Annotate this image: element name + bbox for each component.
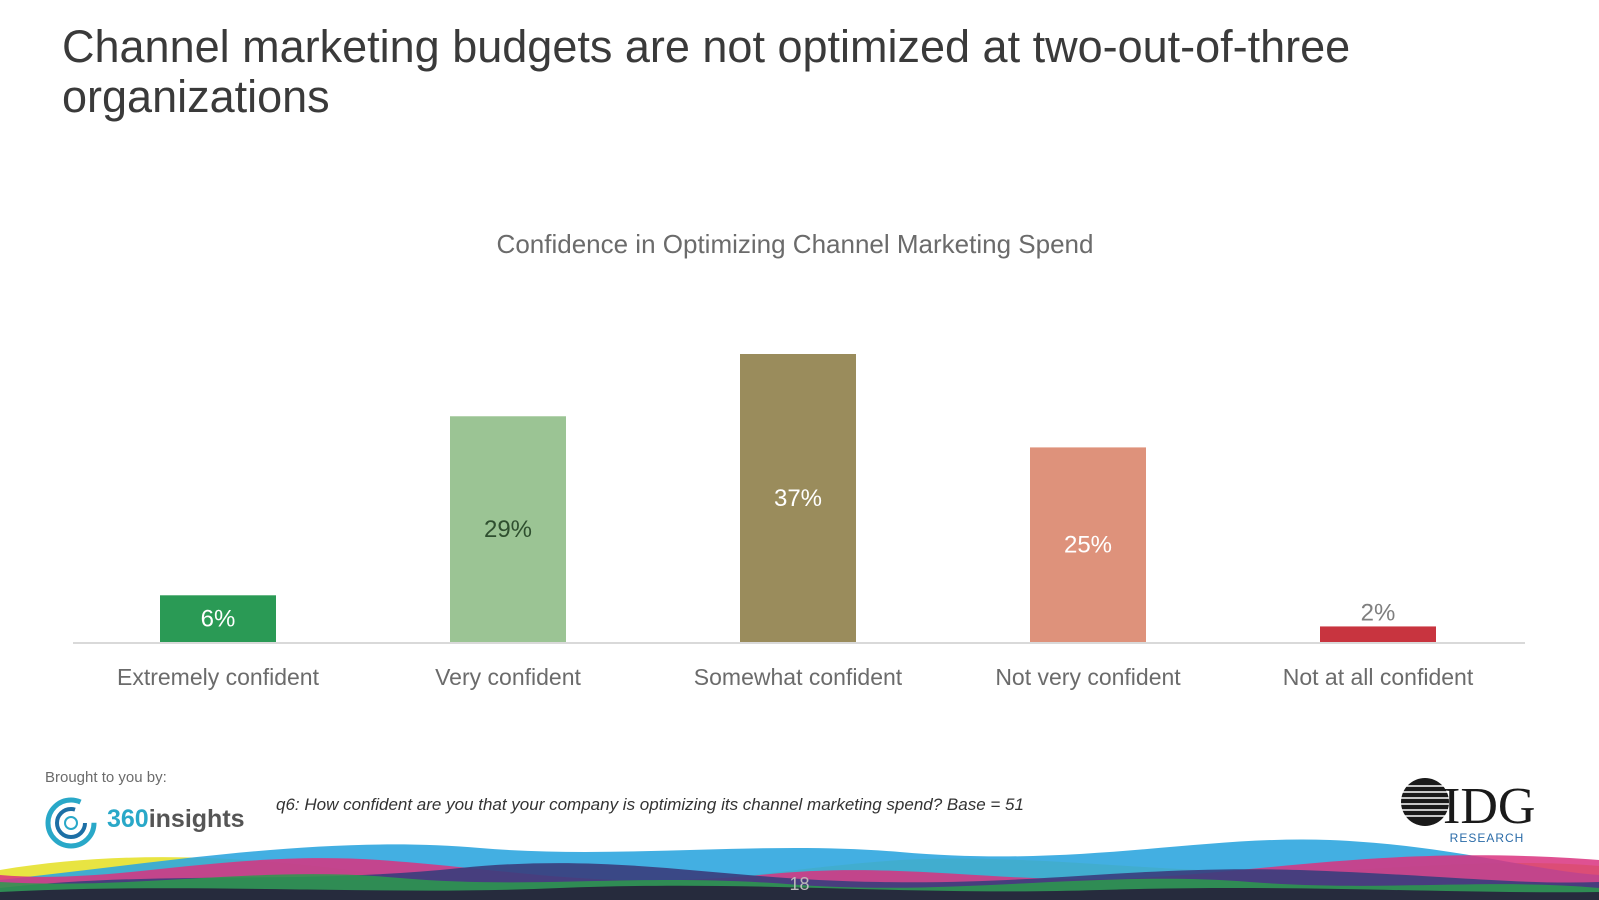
value-label-very-confident: 29% [484, 516, 532, 543]
value-label-not-at-all-confident: 2% [1361, 599, 1396, 626]
bar-chart: Confidence in Optimizing Channel Marketi… [73, 229, 1525, 690]
bar-extremely-confident [160, 595, 276, 642]
bar-somewhat-confident [740, 354, 856, 642]
360insights-logo-mark [45, 797, 97, 849]
brought-by-label: Brought to you by: [45, 769, 167, 786]
360insights-wordmark: 360insights [107, 805, 245, 833]
category-label-somewhat-confident: Somewhat confident [694, 664, 903, 690]
bar-not-very-confident [1030, 447, 1146, 642]
value-label-somewhat-confident: 37% [774, 485, 822, 512]
idg-wordmark: IDG [1443, 778, 1535, 835]
value-label-extremely-confident: 6% [201, 606, 236, 633]
page-number: 18 [789, 874, 810, 894]
chart-title: Confidence in Optimizing Channel Marketi… [497, 229, 1094, 259]
category-label-not-very-confident: Not very confident [995, 664, 1181, 690]
category-label-not-at-all-confident: Not at all confident [1283, 664, 1474, 690]
slide-title: Channel marketing budgets are not optimi… [62, 21, 1351, 122]
idg-research-logo: IDG RESEARCH [1395, 778, 1535, 845]
category-label-extremely-confident: Extremely confident [117, 664, 320, 690]
survey-question-footnote: q6: How confident are you that your comp… [276, 795, 1024, 814]
bar-not-at-all-confident [1320, 626, 1436, 642]
category-label-very-confident: Very confident [435, 664, 581, 690]
360insights-logo: 360insights [44, 795, 259, 851]
idg-research-label: RESEARCH [1450, 831, 1525, 845]
decorative-wave-band [0, 839, 1599, 900]
idg-globe-icon [1395, 778, 1457, 826]
value-label-not-very-confident: 25% [1064, 532, 1112, 559]
bar-very-confident [450, 416, 566, 642]
